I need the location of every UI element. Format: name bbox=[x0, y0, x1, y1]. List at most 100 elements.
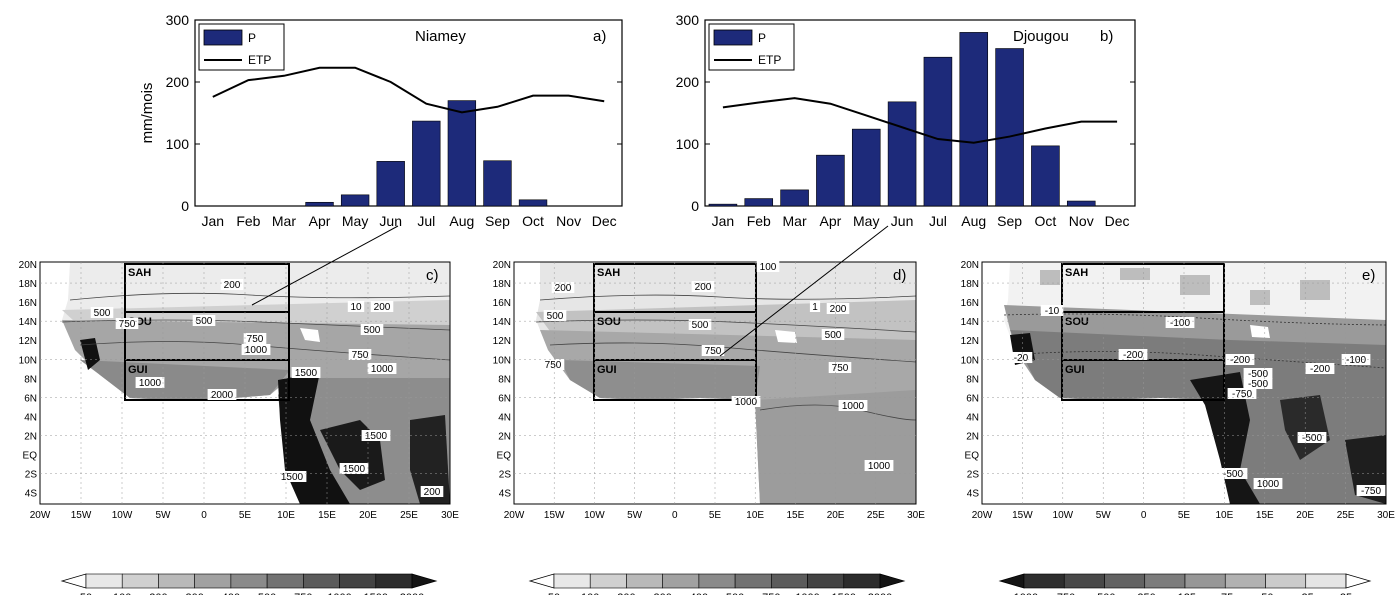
map-y-tick-label: 12N bbox=[19, 336, 37, 347]
x-tick-label: Dec bbox=[592, 213, 617, 229]
map-x-tick-label: 15W bbox=[1012, 510, 1033, 521]
map-x-tick-label: 30E bbox=[1377, 510, 1395, 521]
contour-label-bg bbox=[1243, 378, 1273, 389]
bar-jun bbox=[887, 101, 917, 207]
colorbar-segment bbox=[807, 573, 845, 589]
colorbar-segment bbox=[843, 573, 881, 589]
map-y-tick-label: 10N bbox=[961, 355, 979, 366]
panel-label-d: d) bbox=[893, 267, 906, 284]
map-x-tick-label: 25E bbox=[867, 510, 885, 521]
x-tick-label: May bbox=[853, 213, 879, 229]
map-y-tick-label: 16N bbox=[961, 298, 979, 309]
map-y-tick-label: 16N bbox=[493, 298, 511, 309]
colorbar-tick-label: -1000 bbox=[1010, 592, 1038, 595]
x-tick-label: Apr bbox=[309, 213, 331, 229]
colorbar-tick-label: -50 bbox=[1258, 592, 1274, 595]
map-y-tick-label: EQ bbox=[965, 451, 980, 462]
map-y-tick-label: 20N bbox=[19, 260, 37, 271]
contour-label-bg bbox=[838, 400, 868, 411]
x-tick-label: Feb bbox=[747, 213, 771, 229]
map-y-tick-label: 8N bbox=[498, 374, 511, 385]
map-y-tick-label: 12N bbox=[961, 336, 979, 347]
contour-label: -200 bbox=[1230, 355, 1250, 366]
etp-line-djougou bbox=[722, 97, 1118, 144]
bar-jul bbox=[923, 56, 953, 207]
contour-label-bg bbox=[543, 310, 567, 321]
region-label-sah: SAH bbox=[128, 267, 151, 279]
bar-chart-djougou: 0 100 200 300 Jan Feb Mar Apr May Jun Jul Aug Sep Oc… bbox=[676, 12, 1136, 229]
colorbar-segment bbox=[771, 573, 808, 589]
contour-label: 200 bbox=[424, 487, 441, 498]
colorbar-segment bbox=[121, 573, 159, 589]
colorbar-segment bbox=[553, 573, 591, 589]
contour-label-bg bbox=[339, 463, 369, 474]
contour-label-bg bbox=[809, 301, 821, 312]
x-tick-label: Oct bbox=[1035, 213, 1057, 229]
legend-swatch-p bbox=[713, 29, 753, 46]
contour-label-bg bbox=[241, 344, 271, 355]
x-tick-label: Mar bbox=[272, 213, 296, 229]
contour-label-bg bbox=[243, 333, 267, 344]
etp-line-niamey bbox=[212, 66, 605, 114]
colorbar-end-left bbox=[60, 573, 87, 589]
map-y-tick-label: 14N bbox=[19, 317, 37, 328]
colorbar-tick-label: 1500 bbox=[364, 592, 388, 595]
colorbar-c: 50 100 200 300 400 500 750 1000 1500 2000 bbox=[60, 573, 438, 595]
map-x-tick-label: 0 bbox=[672, 510, 678, 521]
contour-label: 1500 bbox=[343, 464, 366, 475]
contour-label-bg bbox=[1253, 478, 1283, 489]
map-fill-d bbox=[535, 262, 916, 504]
x-tick-label: Jul bbox=[929, 213, 947, 229]
colorbar-end-right bbox=[879, 573, 906, 589]
bar-chart-niamey: 0 100 200 300 Jan Feb Mar Apr May Jun Jul Aug Sep Oc… bbox=[139, 12, 623, 229]
map-y-tick-label: 4S bbox=[967, 489, 980, 500]
map-y-tick-label: 2N bbox=[966, 431, 979, 442]
contour-label: -500 bbox=[1248, 369, 1268, 380]
y-tick-label: 0 bbox=[691, 198, 699, 214]
colorbar-tick-label: 50 bbox=[548, 592, 560, 595]
colorbar-segment bbox=[158, 573, 195, 589]
contour-label: 500 bbox=[196, 316, 213, 327]
colorbar-tick-label: 500 bbox=[258, 592, 276, 595]
map-x-tick-label: 30E bbox=[907, 510, 925, 521]
contour-label: 200 bbox=[830, 304, 847, 315]
contour-label: -500 bbox=[1248, 379, 1268, 390]
y-tick-label: 0 bbox=[181, 198, 189, 214]
contour-label: 500 bbox=[94, 308, 111, 319]
colorbar-segment bbox=[194, 573, 232, 589]
contour-label: 1500 bbox=[365, 431, 388, 442]
contour-label-bg bbox=[90, 307, 114, 318]
region-label-sah: SAH bbox=[597, 267, 620, 279]
contour-label-bg bbox=[367, 363, 397, 374]
colorbar-segment bbox=[626, 573, 663, 589]
bar-sep bbox=[995, 48, 1024, 207]
contour-label-bg bbox=[821, 329, 845, 340]
colorbar-segment bbox=[698, 573, 736, 589]
colorbar-tick-label: 400 bbox=[222, 592, 240, 595]
contour-label-bg bbox=[348, 349, 372, 360]
panel-label-a: a) bbox=[593, 28, 606, 45]
contour-label-bg bbox=[291, 367, 321, 378]
contour-label: 1500 bbox=[295, 368, 318, 379]
map-y-tick-label: 6N bbox=[498, 393, 511, 404]
contour-label: 750 bbox=[705, 346, 722, 357]
map-y-tick-label: 4N bbox=[498, 412, 511, 423]
y-axis-label: mm/mois bbox=[139, 83, 156, 144]
map-x-tick-label: 25E bbox=[1337, 510, 1355, 521]
panel-label-e: e) bbox=[1362, 267, 1375, 284]
map-x-tick-label: 10W bbox=[1053, 510, 1074, 521]
region-label-gui: GUI bbox=[597, 364, 617, 376]
contour-label: 200 bbox=[555, 283, 572, 294]
colorbar-tick-label: 400 bbox=[690, 592, 708, 595]
colorbar-segment bbox=[1063, 573, 1105, 589]
x-tick-label: Aug bbox=[449, 213, 474, 229]
contour-label: 1 bbox=[812, 302, 818, 313]
region-box-gui-c bbox=[124, 359, 290, 401]
map-y-tick-label: 4N bbox=[24, 412, 37, 423]
bar-apr bbox=[816, 154, 845, 207]
map-x-tick-label: 20W bbox=[504, 510, 525, 521]
colorbar-segment bbox=[85, 573, 123, 589]
colorbar-tick-label: 300 bbox=[185, 592, 203, 595]
colorbar-tick-label: 2000 bbox=[868, 592, 892, 595]
contour-label: 100 bbox=[760, 262, 777, 273]
